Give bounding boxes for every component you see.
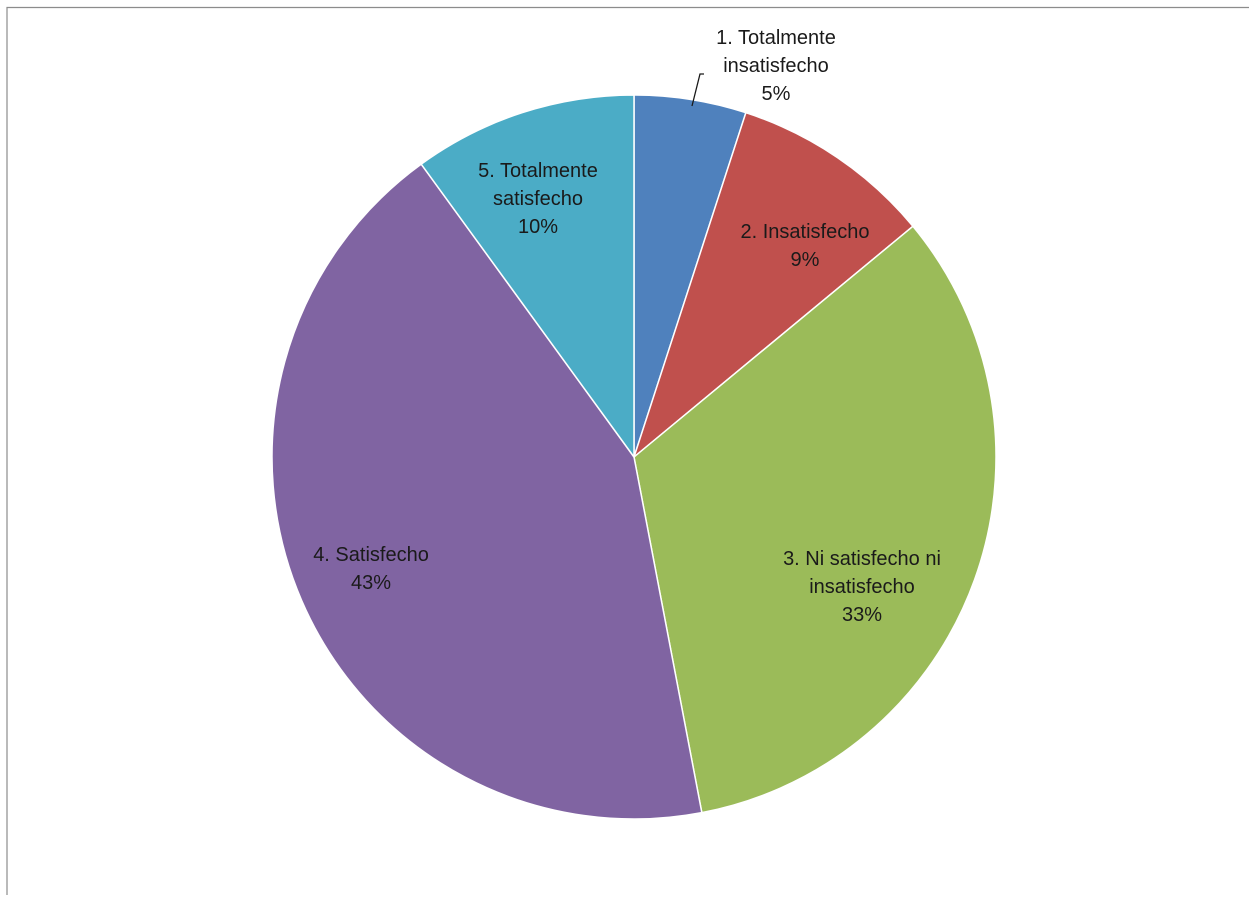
slice-label-line: 4. Satisfecho bbox=[313, 544, 429, 566]
leaders-layer bbox=[691, 73, 704, 107]
pie-slice-5 bbox=[420, 94, 635, 460]
slice-label-line: 2. Insatisfecho bbox=[741, 221, 870, 243]
slice-label-line: satisfecho bbox=[493, 188, 583, 210]
slice-label-line: 5. Totalmente bbox=[478, 160, 598, 182]
pie-slice-2 bbox=[632, 111, 914, 460]
chart-border bbox=[6, 6, 1249, 895]
slice-percent: 9% bbox=[791, 249, 820, 271]
slice-percent: 43% bbox=[351, 572, 391, 594]
slice-label-line: insatisfecho bbox=[809, 576, 915, 598]
slice-percent: 5% bbox=[762, 83, 791, 105]
slices-layer bbox=[271, 94, 997, 820]
pie-slice-3 bbox=[633, 225, 997, 814]
slice-label-4: 4. Satisfecho 43% bbox=[313, 544, 429, 594]
pie-slice-4 bbox=[271, 163, 703, 820]
slice-label-1: 1. Totalmente insatisfecho 5% bbox=[716, 27, 836, 105]
slice-percent: 10% bbox=[518, 216, 558, 238]
labels-layer: 1. Totalmente insatisfecho 5% 2. Insatisfec… bbox=[313, 27, 941, 626]
slice-label-5: 5. Totalmente satisfecho 10% bbox=[478, 160, 598, 238]
slice-percent: 33% bbox=[842, 604, 882, 626]
leader-line-1 bbox=[691, 73, 704, 107]
slice-label-line: 1. Totalmente bbox=[716, 27, 836, 49]
slice-label-2: 2. Insatisfecho 9% bbox=[741, 221, 870, 271]
slice-label-line: insatisfecho bbox=[723, 55, 829, 77]
slice-label-3: 3. Ni satisfecho ni insatisfecho 33% bbox=[783, 548, 941, 626]
slice-label-line: 3. Ni satisfecho ni bbox=[783, 548, 941, 570]
